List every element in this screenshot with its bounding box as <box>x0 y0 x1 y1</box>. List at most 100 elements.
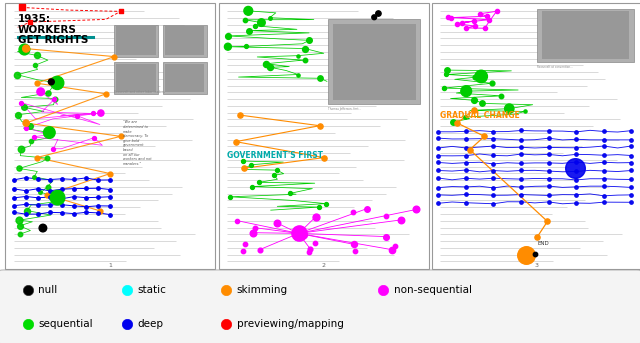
Text: WORKERS: WORKERS <box>18 25 77 35</box>
Point <box>516 192 526 197</box>
Point <box>243 8 253 14</box>
Point <box>433 175 444 181</box>
Point <box>488 136 499 141</box>
Point <box>470 74 480 80</box>
Text: Roosevelt and other labor leaders: Roosevelt and other labor leaders <box>115 90 165 94</box>
Point <box>543 183 554 189</box>
Point <box>447 119 458 125</box>
Bar <box>5 3 215 269</box>
Point <box>627 177 637 182</box>
Point <box>68 194 79 199</box>
Point <box>598 199 609 205</box>
Point <box>230 139 241 144</box>
Bar <box>219 3 429 269</box>
Point <box>29 174 39 179</box>
Point <box>221 288 231 293</box>
Point <box>22 208 32 213</box>
Point <box>504 106 515 111</box>
Point <box>627 128 637 133</box>
Point <box>293 53 303 58</box>
Point <box>68 211 79 216</box>
Point <box>81 210 91 215</box>
Point <box>348 209 358 214</box>
Point <box>21 120 31 126</box>
Point <box>105 177 115 183</box>
Point <box>244 28 255 33</box>
Point <box>15 223 25 228</box>
Point <box>369 14 380 20</box>
Point <box>52 80 62 86</box>
Point <box>33 176 43 182</box>
Point <box>33 186 43 191</box>
Point <box>571 129 581 135</box>
Point <box>492 9 502 14</box>
Point <box>390 243 400 248</box>
Point <box>35 189 45 195</box>
Point <box>461 25 471 31</box>
FancyBboxPatch shape <box>0 270 640 343</box>
Point <box>304 38 314 43</box>
Point <box>456 20 467 25</box>
Point <box>96 110 106 116</box>
Point <box>33 202 43 208</box>
Point <box>300 46 310 51</box>
Point <box>319 155 329 161</box>
Bar <box>163 62 207 94</box>
Point <box>314 204 324 210</box>
Point <box>8 203 19 209</box>
Point <box>477 101 488 106</box>
Point <box>232 218 242 223</box>
Point <box>465 147 475 152</box>
Text: GET RIGHTS: GET RIGHTS <box>18 35 88 45</box>
Point <box>598 143 609 149</box>
Point <box>310 241 320 246</box>
Point <box>264 15 275 21</box>
Point <box>516 137 526 143</box>
Bar <box>116 63 156 92</box>
Point <box>26 138 36 144</box>
Point <box>543 145 554 150</box>
Point <box>292 235 302 240</box>
Point <box>598 159 609 165</box>
Point <box>516 199 526 204</box>
Point <box>93 186 103 191</box>
Point <box>52 80 62 86</box>
Point <box>487 81 497 86</box>
Point <box>17 5 27 10</box>
Point <box>461 136 471 142</box>
Point <box>20 211 31 217</box>
Point <box>33 211 43 217</box>
Point <box>627 143 637 149</box>
Point <box>349 242 359 247</box>
Point <box>627 160 637 165</box>
Point <box>571 200 581 206</box>
Point <box>299 232 309 238</box>
Point <box>516 168 526 173</box>
Point <box>520 109 530 114</box>
Point <box>20 202 31 207</box>
Point <box>261 61 271 67</box>
Point <box>254 180 264 185</box>
Point <box>22 288 33 293</box>
Point <box>223 44 233 49</box>
Point <box>105 194 115 200</box>
Point <box>45 194 55 200</box>
Point <box>488 192 499 198</box>
Point <box>452 120 462 126</box>
Point <box>469 23 479 29</box>
Point <box>8 210 19 215</box>
Point <box>68 186 79 191</box>
Point <box>381 234 391 239</box>
Point <box>44 130 54 135</box>
Point <box>488 129 499 134</box>
Point <box>373 11 383 16</box>
Point <box>461 200 471 205</box>
Bar <box>116 26 156 55</box>
Point <box>571 192 581 198</box>
Point <box>543 135 554 141</box>
Point <box>461 184 471 190</box>
Point <box>543 199 554 205</box>
Point <box>598 137 609 143</box>
Bar <box>163 25 207 57</box>
Point <box>543 168 554 174</box>
